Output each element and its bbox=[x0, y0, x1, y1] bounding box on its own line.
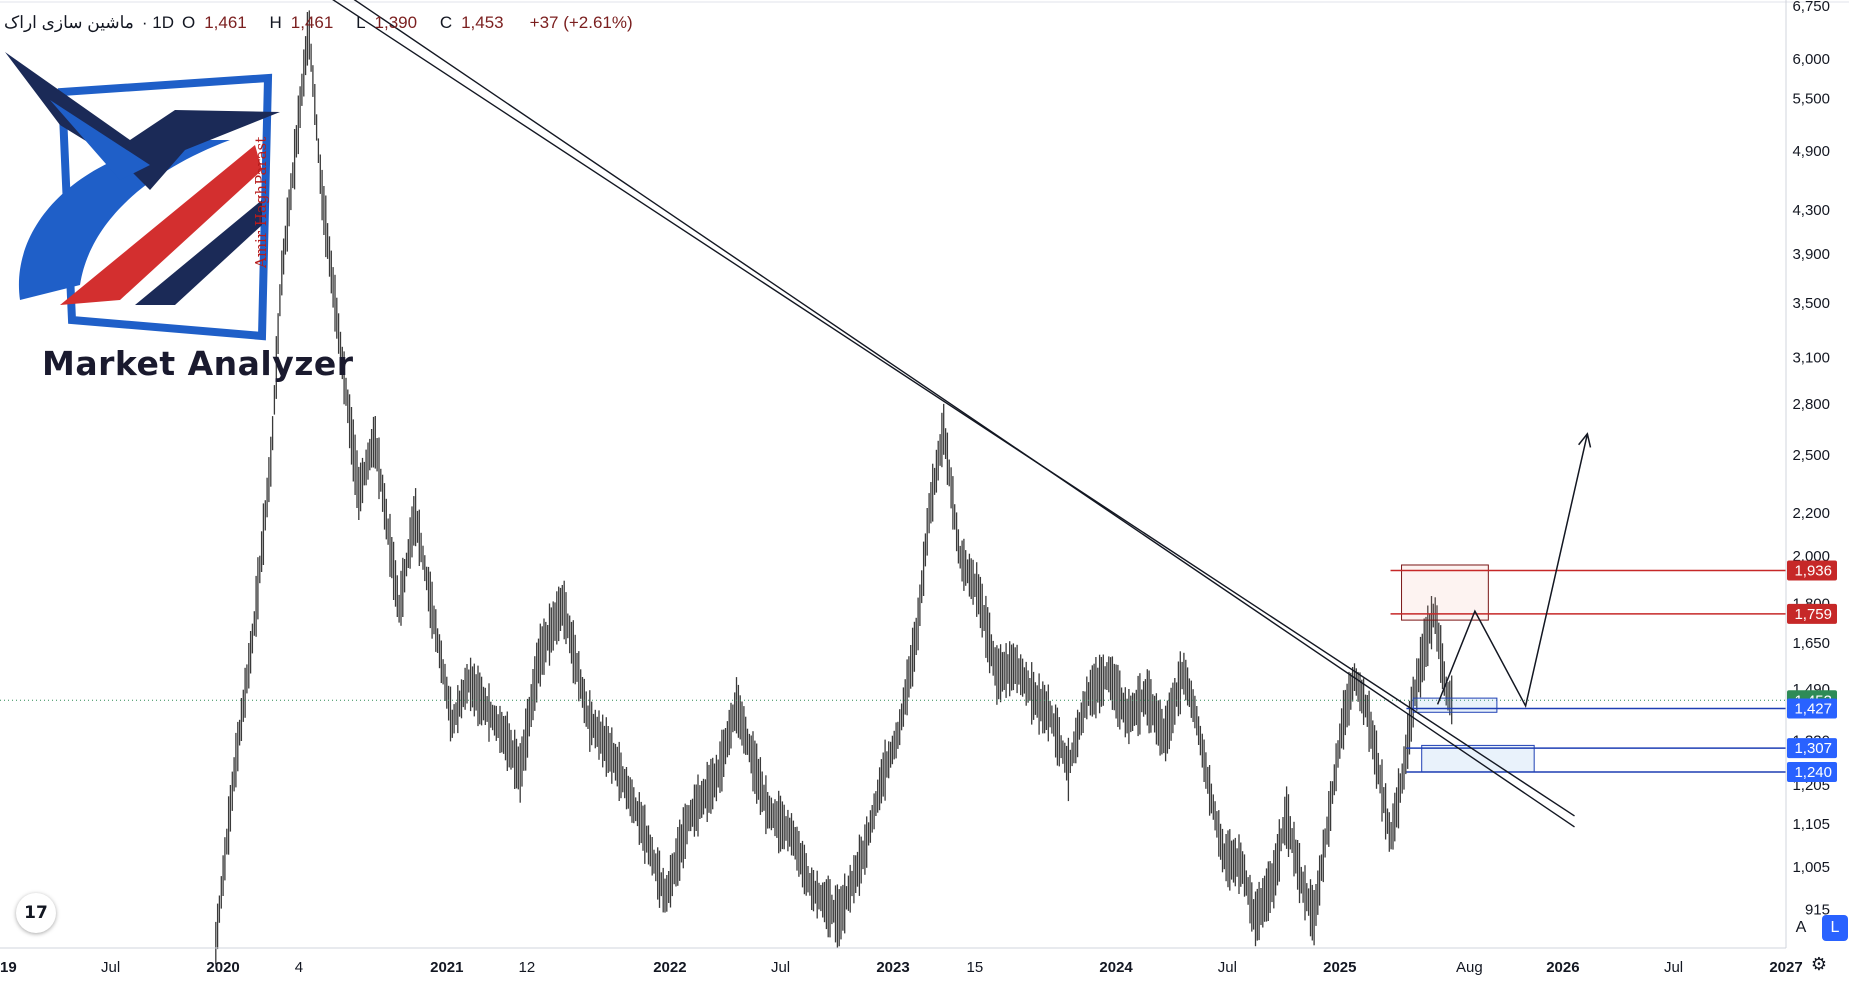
support-price-badge: 1,240 bbox=[1794, 764, 1832, 781]
resistance-price-badge-bg bbox=[1787, 603, 1837, 624]
logo-swoosh-icon bbox=[18, 140, 230, 300]
time-tick-label: Jul bbox=[1218, 959, 1237, 976]
price-tick-label: 1,650 bbox=[1792, 635, 1830, 652]
close-value: 1,453 bbox=[461, 13, 504, 32]
price-tick-label: 2,200 bbox=[1792, 505, 1830, 522]
time-tick-label: Jul bbox=[101, 959, 120, 976]
resistance-price-badge: 1,759 bbox=[1794, 606, 1832, 623]
time-tick-label: 2019 bbox=[0, 959, 17, 976]
open-label: O bbox=[181, 13, 196, 32]
time-tick-label: 2022 bbox=[653, 959, 686, 976]
price-tick-label: 5,500 bbox=[1792, 91, 1830, 108]
resistance-price-badge-bg bbox=[1787, 560, 1837, 581]
trendline-upper[interactable] bbox=[293, 0, 1575, 817]
support-price-badge: 1,427 bbox=[1794, 700, 1832, 717]
projection-arrowhead bbox=[1578, 432, 1592, 448]
price-tick-label: 2,500 bbox=[1792, 447, 1830, 464]
low-label: L bbox=[356, 13, 366, 32]
time-tick-label: 12 bbox=[519, 959, 536, 976]
logo-dark-stripe-icon bbox=[135, 200, 262, 305]
time-tick-label: Jul bbox=[771, 959, 790, 976]
ohlc-values: O 1,461 H 1,461 L 1,390 C 1,453 bbox=[182, 13, 522, 33]
gear-icon[interactable]: ⚙ bbox=[1810, 954, 1828, 974]
interval-label[interactable]: · 1D bbox=[141, 13, 174, 32]
symbol-name[interactable]: ماشین سازی اراک bbox=[4, 13, 134, 32]
time-tick-label: 15 bbox=[967, 959, 984, 976]
logo-author: Amir HaghParast bbox=[252, 137, 270, 269]
time-tick-label: 2027 bbox=[1769, 959, 1802, 976]
trendline-lower[interactable] bbox=[316, 0, 1575, 828]
support-zone[interactable] bbox=[1421, 744, 1535, 773]
price-tick-label: 915 bbox=[1805, 901, 1830, 918]
time-tick-label: 2020 bbox=[206, 959, 239, 976]
price-tick-label: 2,800 bbox=[1792, 396, 1830, 413]
projection-path[interactable] bbox=[1436, 433, 1589, 709]
time-tick-label: 2021 bbox=[430, 959, 463, 976]
time-tick-label: 2026 bbox=[1546, 959, 1579, 976]
time-tick-label: Aug bbox=[1456, 959, 1483, 976]
log-scale-button[interactable]: L bbox=[1822, 915, 1848, 941]
price-tick-label: 4,900 bbox=[1792, 143, 1830, 160]
high-value: 1,461 bbox=[290, 13, 334, 32]
price-tick-label: 6,750 bbox=[1792, 0, 1830, 15]
tradingview-logo-icon[interactable]: 17 bbox=[16, 893, 56, 933]
time-tick-label: 2023 bbox=[876, 959, 909, 976]
support-price-badge: 1,307 bbox=[1794, 740, 1832, 757]
resistance-price-badge: 1,936 bbox=[1794, 563, 1832, 580]
high-label: H bbox=[269, 13, 282, 32]
support-price-badge-bg bbox=[1787, 761, 1837, 782]
support-price-badge-bg bbox=[1787, 738, 1837, 759]
price-tick-label: 3,500 bbox=[1792, 295, 1830, 312]
price-tick-label: 3,100 bbox=[1792, 350, 1830, 367]
time-tick-label: 2024 bbox=[1099, 959, 1133, 976]
price-change: +37 (+2.61%) bbox=[529, 13, 633, 32]
price-tick-label: 1,005 bbox=[1792, 859, 1830, 876]
auto-scale-button[interactable]: A bbox=[1788, 915, 1814, 941]
time-tick-label: Jul bbox=[1664, 959, 1683, 976]
close-label: C bbox=[439, 13, 453, 32]
market-analyzer-logo: Amir HaghParast bbox=[5, 52, 280, 341]
open-value: 1,461 bbox=[204, 13, 247, 32]
price-tick-label: 1,105 bbox=[1792, 816, 1830, 833]
time-tick-label: 2025 bbox=[1323, 959, 1356, 976]
time-tick-label: 4 bbox=[295, 959, 303, 976]
support-price-badge-bg bbox=[1787, 698, 1837, 719]
entry-zone[interactable] bbox=[1412, 697, 1498, 713]
price-tick-label: 4,300 bbox=[1792, 202, 1830, 219]
logo-red-stripe-icon bbox=[60, 145, 262, 305]
symbol-header: ماشین سازی اراک · 1D O 1,461 H 1,461 L 1,39… bbox=[4, 10, 633, 36]
resistance-zone[interactable] bbox=[1401, 564, 1489, 621]
eagle-wing-icon bbox=[50, 100, 150, 180]
brand-title: Market Analyzer bbox=[42, 344, 354, 383]
low-value: 1,390 bbox=[374, 13, 418, 32]
price-tick-label: 3,900 bbox=[1792, 246, 1830, 263]
price-tick-label: 6,000 bbox=[1792, 51, 1830, 68]
